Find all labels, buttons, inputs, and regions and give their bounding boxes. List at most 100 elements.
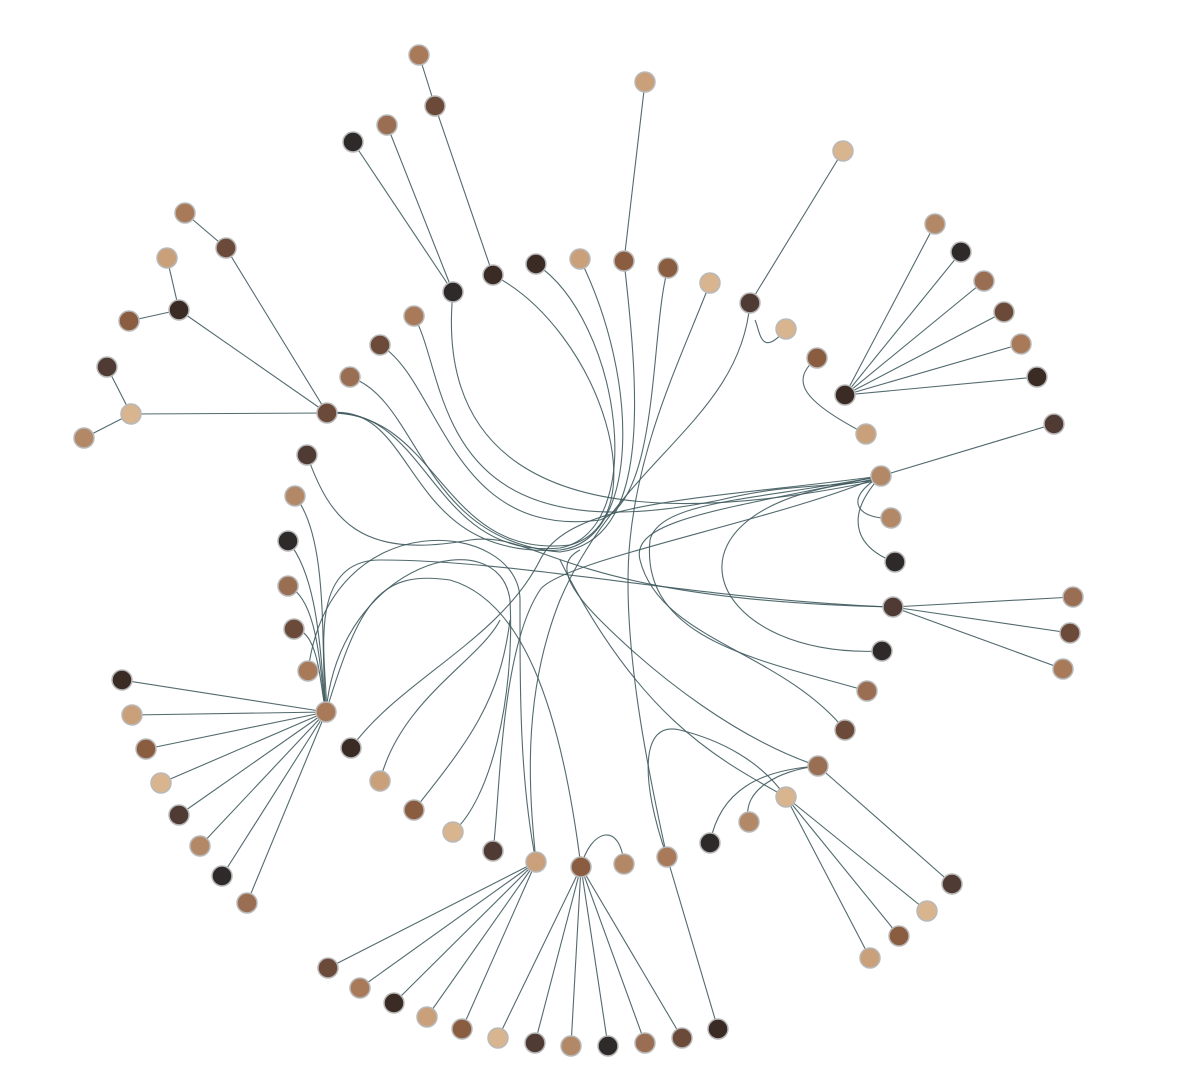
avatar-node: [416, 1006, 438, 1028]
edge: [121, 679, 327, 713]
avatar-node: [671, 1027, 693, 1049]
edge: [529, 302, 751, 863]
avatar-node: [369, 770, 391, 792]
avatar-node: [888, 925, 910, 947]
avatar-node: [317, 957, 339, 979]
avatar-node: [882, 596, 904, 618]
avatar-node: [634, 71, 656, 93]
avatar-node: [315, 701, 337, 723]
avatar-node: [870, 465, 892, 487]
avatar-node: [349, 977, 371, 999]
avatar-node: [442, 821, 464, 843]
edge: [580, 866, 646, 1044]
avatar-node: [832, 140, 854, 162]
avatar-node: [342, 131, 364, 153]
edge: [386, 124, 454, 293]
avatar-node: [403, 799, 425, 821]
edge: [413, 619, 511, 811]
avatar-node: [739, 292, 761, 314]
avatar-node: [1010, 333, 1032, 355]
edge: [844, 311, 1005, 396]
edge: [580, 866, 683, 1039]
avatar-node: [73, 427, 95, 449]
avatar-node: [525, 851, 547, 873]
edge: [892, 606, 1064, 670]
edge: [379, 619, 501, 782]
edge: [450, 291, 881, 504]
edge: [325, 577, 582, 868]
avatar-node: [189, 835, 211, 857]
edge: [461, 861, 537, 1030]
avatar-node: [135, 738, 157, 760]
edge: [817, 765, 953, 885]
edge: [880, 423, 1055, 477]
avatar-node: [973, 270, 995, 292]
avatar-node: [880, 507, 902, 529]
avatar-node: [403, 305, 425, 327]
avatar-node: [884, 551, 906, 573]
edge: [160, 711, 327, 784]
edge: [325, 559, 512, 833]
avatar-node: [570, 856, 592, 878]
avatar-node: [993, 301, 1015, 323]
edge: [844, 343, 1022, 396]
avatar-node: [168, 299, 190, 321]
edge: [857, 475, 896, 563]
edge: [785, 796, 871, 959]
edge: [666, 856, 719, 1030]
avatar-node: [806, 347, 828, 369]
avatar-node: [1052, 658, 1074, 680]
avatar-node: [277, 575, 299, 597]
edge: [566, 549, 819, 767]
edge: [199, 711, 327, 847]
avatar-node: [156, 247, 178, 269]
edge: [326, 258, 624, 551]
edge: [570, 866, 582, 1047]
edge: [287, 540, 327, 713]
edge: [225, 247, 328, 414]
avatar-node: [369, 334, 391, 356]
avatar-node: [482, 264, 504, 286]
avatar-node: [859, 947, 881, 969]
edge: [721, 479, 883, 652]
edge: [306, 454, 894, 608]
edge: [844, 223, 936, 396]
edges: [83, 54, 1074, 1047]
edge: [413, 315, 882, 513]
edge: [178, 309, 328, 414]
avatar-node: [1062, 586, 1084, 608]
avatar-node: [1059, 622, 1081, 644]
avatar-node: [699, 832, 721, 854]
edge: [294, 495, 327, 713]
avatar-node: [775, 786, 797, 808]
edge: [844, 280, 985, 396]
edge: [749, 150, 844, 304]
avatar-node: [613, 250, 635, 272]
edge: [844, 251, 962, 396]
avatar-node: [297, 660, 319, 682]
avatar-node: [613, 853, 635, 875]
avatar-node: [1043, 413, 1065, 435]
avatar-node: [150, 772, 172, 794]
edge: [327, 861, 537, 969]
edge: [359, 861, 537, 989]
avatar-node: [656, 846, 678, 868]
avatar-node: [855, 423, 877, 445]
avatar-node: [634, 1032, 656, 1054]
edge: [246, 711, 327, 904]
edge: [130, 412, 328, 415]
edge: [559, 559, 787, 798]
edge: [349, 260, 636, 553]
avatar-node: [941, 873, 963, 895]
avatar-node: [451, 1018, 473, 1040]
avatar-node: [657, 257, 679, 279]
avatar-node: [707, 1018, 729, 1040]
edge: [623, 81, 646, 262]
nodes: [73, 44, 1084, 1057]
avatar-node: [569, 248, 591, 270]
avatar-node: [168, 804, 190, 826]
edge: [287, 585, 327, 713]
avatar-node: [383, 992, 405, 1014]
